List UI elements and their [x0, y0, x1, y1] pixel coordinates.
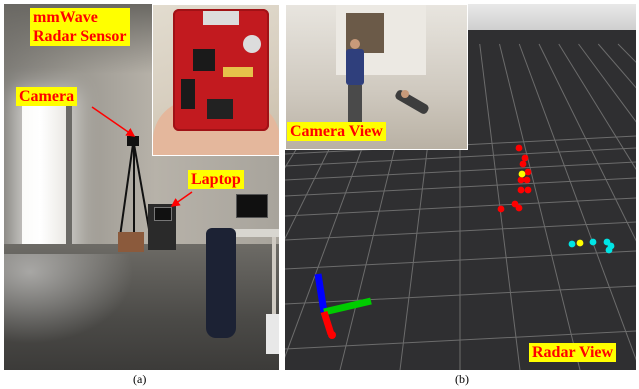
person-lying-point — [605, 246, 613, 254]
camera-arrow — [91, 106, 136, 137]
experiment-setup-photo: mmWave Radar Sensor Camera Laptop — [4, 4, 279, 370]
person-standing-point — [524, 168, 532, 176]
camera-label: Camera — [16, 87, 78, 106]
laptop-arrow — [170, 191, 193, 207]
person-standing-point — [523, 176, 531, 184]
radar-sensor-label: mmWave Radar Sensor — [30, 8, 130, 46]
laptop-label: Laptop — [188, 170, 244, 189]
person-standing-point — [515, 144, 523, 152]
trash-bin — [266, 314, 279, 354]
floor-glare — [4, 254, 134, 344]
desk — [219, 229, 279, 237]
standing-person — [346, 39, 364, 127]
cardboard-box — [118, 232, 144, 252]
camera-view-label: Camera View — [287, 122, 386, 141]
caption-a: (a) — [133, 372, 147, 386]
desk-monitor — [236, 194, 268, 218]
hanging-jacket — [206, 228, 236, 338]
lying-person-head — [401, 90, 409, 98]
person-lying-centroid-point — [576, 239, 584, 247]
laptop — [154, 207, 172, 221]
person-standing-point — [517, 176, 525, 184]
sliding-window — [22, 99, 68, 269]
person-standing-centroid-point — [518, 170, 526, 178]
radar-view-panel: Camera View Radar View — [285, 4, 636, 370]
person-lying-point — [568, 240, 576, 248]
person-standing-point — [521, 154, 529, 162]
axes-gizmo — [314, 273, 372, 339]
person-standing-point — [497, 205, 505, 213]
annotation-arrows — [91, 106, 193, 207]
radar-board — [173, 9, 269, 131]
lying-person — [393, 88, 431, 116]
person-standing-point — [519, 160, 527, 168]
radar-sensor-inset — [152, 4, 279, 156]
person-standing-point — [524, 186, 532, 194]
window-frame — [66, 96, 72, 274]
caption-b: (b) — [455, 372, 469, 386]
person-standing-point — [515, 204, 523, 212]
desk-leg — [272, 237, 276, 327]
person-standing-point — [517, 186, 525, 194]
radar-view-label: Radar View — [529, 343, 617, 362]
person-lying-point — [589, 238, 597, 246]
